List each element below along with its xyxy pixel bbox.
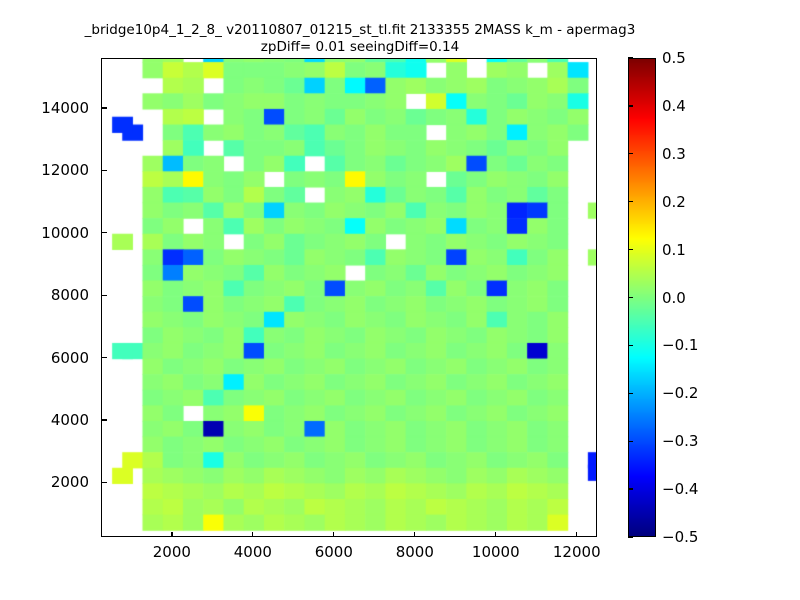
- colorbar-tick-mark: [628, 488, 633, 490]
- title-line-2: zpDiff= 0.01 seeingDiff=0.14: [260, 39, 460, 55]
- x-tick-mark: [414, 532, 416, 537]
- colorbar-tick-label: −0.3: [662, 432, 699, 451]
- colorbar-tick-label: 0.0: [662, 288, 686, 307]
- y-tick-mark: [102, 481, 107, 484]
- colorbar-tick-mark: [628, 105, 633, 107]
- colorbar-tick-label: −0.4: [662, 480, 699, 499]
- y-tick-mark: [102, 169, 107, 171]
- colorbar: [628, 58, 656, 537]
- x-tick-mark: [171, 532, 173, 537]
- y-tick-label: 2000: [50, 473, 89, 492]
- colorbar-tick-mark: [628, 296, 633, 299]
- colorbar-tick-mark: [628, 248, 633, 251]
- x-tick-label: 4000: [233, 543, 272, 561]
- x-tick-mark: [495, 532, 497, 537]
- x-tick-mark: [333, 532, 335, 537]
- x-tick-label: 6000: [314, 543, 353, 561]
- colorbar-tick-label: 0.2: [662, 192, 686, 211]
- colorbar-tick-mark: [628, 153, 633, 155]
- y-tick-label: 8000: [50, 286, 89, 305]
- figure-title: _bridge10p4_1_2_8_ v20110807_01215_st_tl…: [0, 22, 720, 56]
- y-tick-mark: [102, 107, 107, 109]
- title-line-1: _bridge10p4_1_2_8_ v20110807_01215_st_tl…: [84, 22, 636, 38]
- y-tick-label: 10000: [41, 223, 89, 242]
- colorbar-tick-mark: [628, 440, 633, 442]
- y-tick-label: 4000: [50, 410, 89, 429]
- colorbar-tick-label: 0.3: [662, 144, 686, 163]
- y-tick-mark: [102, 232, 107, 234]
- colorbar-tick-mark: [628, 201, 633, 203]
- colorbar-tick-mark: [628, 344, 633, 347]
- colorbar-tick-label: 0.5: [662, 49, 686, 67]
- colorbar-tick-label: −0.2: [662, 384, 699, 403]
- colorbar-tick-label: 0.1: [662, 240, 686, 259]
- x-tick-label: 12000: [552, 543, 601, 561]
- y-tick-label: 12000: [41, 161, 89, 180]
- colorbar-tick-mark: [628, 536, 633, 538]
- colorbar-tick-mark: [628, 392, 633, 394]
- x-tick-mark: [576, 532, 578, 537]
- y-tick-label: 6000: [50, 348, 89, 367]
- colorbar-tick-label: 0.4: [662, 96, 686, 115]
- colorbar-tick-mark: [628, 57, 633, 59]
- y-tick-mark: [102, 419, 107, 421]
- y-tick-mark: [102, 294, 107, 296]
- x-tick-label: 8000: [395, 543, 434, 561]
- heatmap-axes: [101, 58, 597, 537]
- y-tick-mark: [102, 356, 107, 359]
- colorbar-tick-label: −0.1: [662, 336, 699, 355]
- x-tick-mark: [252, 532, 254, 537]
- y-tick-label: 14000: [41, 98, 89, 117]
- x-tick-label: 10000: [471, 543, 520, 561]
- x-tick-label: 2000: [152, 543, 191, 561]
- heatmap-cells: [102, 59, 596, 536]
- colorbar-tick-label: −0.5: [662, 528, 699, 546]
- colorbar-gradient: [629, 59, 655, 536]
